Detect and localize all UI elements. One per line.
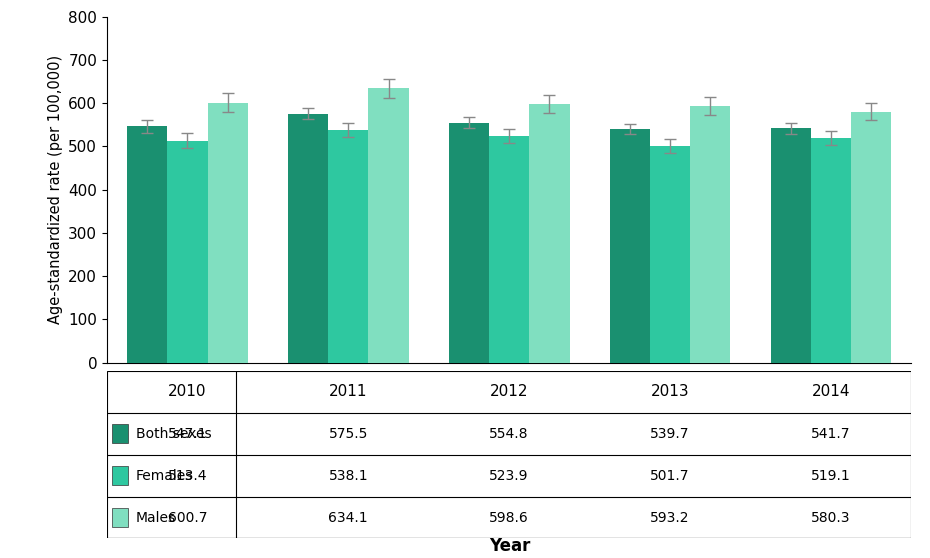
Bar: [113, 466, 127, 485]
Bar: [610, 129, 650, 363]
Text: 501.7: 501.7: [650, 469, 690, 483]
Bar: [449, 123, 489, 363]
Text: 2011: 2011: [329, 384, 367, 400]
Bar: [113, 425, 127, 443]
Bar: [288, 114, 328, 363]
Text: 2014: 2014: [812, 384, 850, 400]
Text: 634.1: 634.1: [328, 511, 368, 525]
Text: 513.4: 513.4: [167, 469, 207, 483]
Text: 523.9: 523.9: [489, 469, 529, 483]
Y-axis label: Age-standardized rate (per 100,000): Age-standardized rate (per 100,000): [47, 55, 62, 324]
Text: 519.1: 519.1: [811, 469, 851, 483]
Text: Males: Males: [136, 511, 176, 525]
Bar: [167, 141, 207, 363]
Text: 593.2: 593.2: [650, 511, 690, 525]
Bar: [489, 136, 529, 363]
Text: 598.6: 598.6: [489, 511, 529, 525]
Bar: [529, 104, 569, 363]
Text: 2013: 2013: [651, 384, 689, 400]
Bar: [207, 103, 247, 363]
Bar: [368, 89, 408, 363]
Text: 2012: 2012: [490, 384, 528, 400]
Text: 575.5: 575.5: [328, 427, 368, 441]
Bar: [690, 106, 730, 363]
Text: 580.3: 580.3: [811, 511, 851, 525]
Bar: [328, 130, 368, 363]
Text: Year: Year: [489, 537, 530, 555]
Bar: [127, 126, 167, 363]
Text: Both sexes: Both sexes: [136, 427, 211, 441]
Bar: [771, 128, 811, 363]
Text: 2010: 2010: [168, 384, 206, 400]
Text: 600.7: 600.7: [167, 511, 207, 525]
Text: 541.7: 541.7: [811, 427, 851, 441]
Bar: [811, 138, 851, 363]
Bar: [851, 112, 891, 363]
Text: 554.8: 554.8: [489, 427, 529, 441]
Text: 538.1: 538.1: [328, 469, 368, 483]
Bar: [650, 146, 690, 363]
Bar: [113, 508, 127, 527]
Text: Females: Females: [136, 469, 193, 483]
Text: 539.7: 539.7: [650, 427, 690, 441]
Text: 547.1: 547.1: [167, 427, 207, 441]
